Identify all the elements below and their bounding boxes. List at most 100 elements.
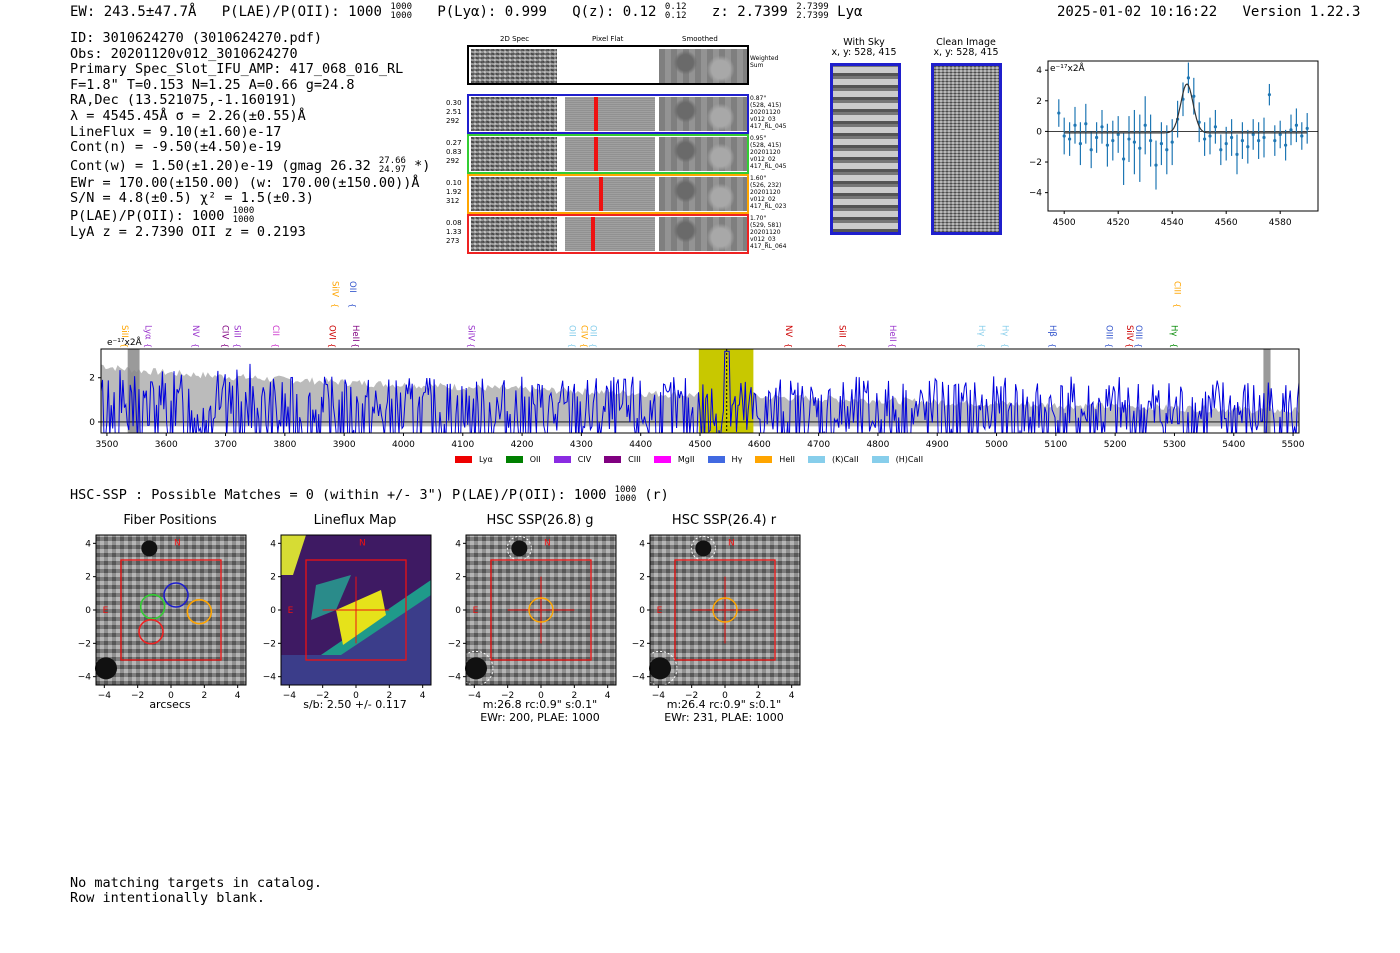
spectral-line-label: SiII [231,325,241,338]
zoom-fit-curve [1064,83,1308,134]
lineflux-mid2 [311,575,351,620]
fiber-stats: 0.27 0.83 292 [446,139,462,165]
spectrum-xtick-label: 4700 [807,440,830,450]
spectrum-unit-label: e⁻¹⁷x2Å [107,336,143,348]
legend-item: MgII [653,455,695,464]
spectral-line-brace: { [1172,303,1181,308]
legend-item: CIV [553,455,591,464]
legend-label: OII [529,455,541,464]
spectrum-xtick-label: 3800 [273,440,296,450]
panel-xtick-label: 4 [235,691,241,701]
full-spectrum-chart: 2 0 3500 3600 3700 3800 3900 4000 4100 4200 4300 44… [89,281,1305,450]
info-lineflux: LineFlux = 9.10(±1.60)e-17 [70,123,282,140]
legend-swatch [807,456,825,463]
legend-label: HeII [779,455,795,464]
spectrum-ytick-label: 0 [89,418,95,428]
spectral-line-label: OII [587,325,597,337]
zoom-point [1262,135,1266,140]
compass-north: N [728,538,735,548]
panel-xtick-label: −2 [316,691,329,701]
spectral-line-label: OIII [1133,325,1143,339]
info-plae: P(LAE)/P(OII): 1000 1000 1000 [70,205,255,225]
fiber-stats: 0.08 1.33 273 [446,219,462,245]
zoom-point [1203,137,1207,141]
source-blob [465,657,487,680]
col-label-pixelflat: Pixel Flat [592,35,624,43]
line-legend: Lyα OII CIV CIII MgII Hγ HeII (K)CaII (H)CaII [455,448,936,467]
clean-image-title: Clean Image x, y: 528, 415 [933,37,999,58]
lineflux-edge [281,535,306,575]
legend-label: Lyα [479,455,493,464]
zoom-point [1170,140,1174,144]
panel-xtick-label: 4 [420,691,426,701]
legend-label: CIII [628,455,641,464]
info-sn: S/N = 4.8(±0.5) χ² = 1.5(±0.3) [70,190,314,207]
header-plya: P(Lyα): 0.999 [437,4,547,20]
zoom-point [1273,138,1277,143]
info-obs: Obs: 20201120v012_3010624270 [70,45,298,62]
legend-item: (K)CaII [807,455,859,464]
zoom-ytick-label: 4 [1036,66,1042,76]
aperture-circle [712,597,738,623]
hsc-panel-plot: N E 4 2 0 −2 −4 −4 −2 0 2 4 [78,534,247,701]
legend-item: Lyα [455,455,493,464]
zoom-point [1224,142,1228,146]
spectrum-mask [127,349,140,433]
zoom-point [1300,134,1304,138]
zoom-point [1057,111,1061,115]
spectral-line-brace: { [144,343,153,348]
legend-swatch [604,456,622,463]
source-blob [95,657,117,680]
panel-ytick-label: −2 [78,639,91,649]
source-blob [649,657,671,680]
header-qz-range: 0.12 0.12 [664,2,687,21]
spectral-line-label: OII [347,281,357,293]
source-blob [511,540,528,557]
fiber-meta: 0.95" (528, 415) 20201120 v012_02 417_RL_045 [750,135,787,170]
hsc-panel-caption: m:26.8 rc:0.9" s:0.1" EWr: 200, PLAE: 100… [480,698,600,724]
compass-north: N [174,538,181,548]
info-id: ID: 3010624270 (3010624270.pdf) [70,30,322,46]
panel-ytick-label: 0 [270,606,276,616]
panel-ytick-label: −4 [448,673,462,683]
zoom-point [1294,123,1298,127]
zoom-point [1062,134,1066,138]
zoom-point [1213,125,1217,129]
clean-image [931,63,1002,235]
info-seeing: F=1.8" T=0.153 N=1.25 A=0.66 g=24.8 [70,76,355,93]
zoom-point [1149,138,1153,143]
zoom-xtick-label: 4540 [1161,218,1184,228]
zoom-unit-label: e⁻¹⁷x2Å [1050,62,1086,74]
zoom-spectrum-chart: 4 2 0 −2 −4 4500 4520 4540 4560 4580 e⁻¹⁷x2Å [1030,60,1319,228]
zoom-point [1127,137,1131,141]
fiber-stats: 0.30 2.51 292 [446,99,462,125]
panel-xtick-label: −2 [685,691,698,701]
spectral-line-brace: { [232,343,241,348]
zoom-ytick-label: 0 [1036,127,1042,137]
zoom-point [1240,138,1244,143]
spectral-line-brace: { [784,343,793,348]
fiber-circle [186,598,213,625]
spectrum-plot-area [101,349,1299,433]
spectral-line-label: OVI [326,325,336,340]
zoom-point [1138,146,1142,150]
spectral-line-label: CIV [578,325,588,339]
hsc-panel-caption: m:26.4 rc:0.9" s:0.1" EWr: 231, PLAE: 100… [664,698,784,724]
compass-north: N [544,538,551,548]
spectral-line-label: HeII [350,325,360,342]
spectrum-xtick-label: 5500 [1282,440,1305,450]
legend-label: Hγ [731,455,743,464]
header-summary: EW: 243.5±47.7Å P(LAE)/P(OII): 1000 1000… [70,3,862,21]
zoom-point [1284,143,1288,147]
spectrum-ytick-label: 2 [89,374,95,384]
legend-label: (K)CaII [831,455,859,464]
weighted-sum-cutout [467,45,749,85]
zoom-frame [1047,60,1319,212]
fiber-circle [138,618,164,645]
zoom-point [1143,123,1147,127]
zoom-xtick-label: 4560 [1215,218,1238,228]
spectrum-xtick-label: 3500 [95,440,118,450]
legend-swatch [553,456,571,463]
col-label-smoothed: Smoothed [682,35,718,43]
zoom-xtick-label: 4500 [1053,218,1076,228]
